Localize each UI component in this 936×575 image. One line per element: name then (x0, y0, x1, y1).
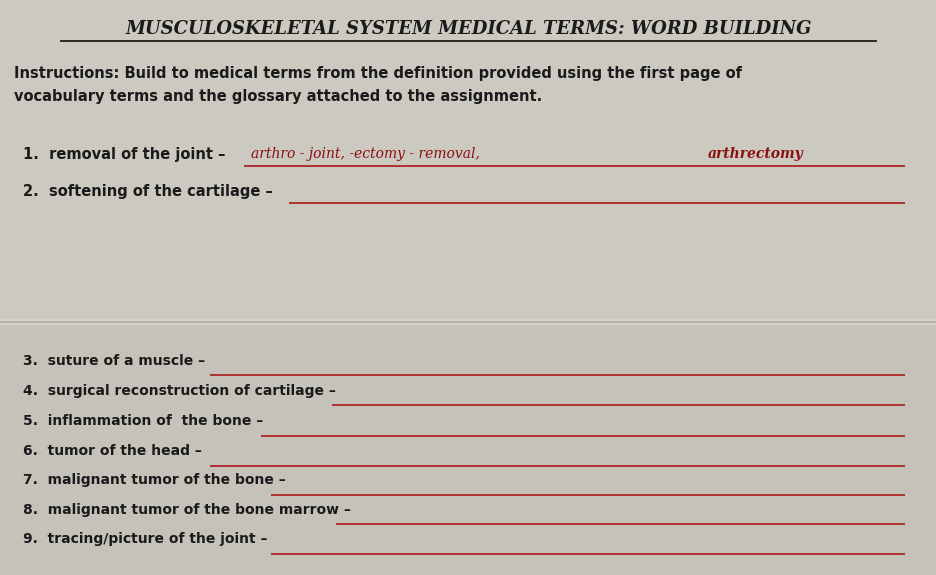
Bar (0, 325, 936, 575)
Text: vocabulary terms and the glossary attached to the assignment.: vocabulary terms and the glossary attach… (14, 89, 542, 104)
Text: 2.  softening of the cartilage –: 2. softening of the cartilage – (23, 184, 273, 199)
Text: arthro - joint, -ectomy - removal,: arthro - joint, -ectomy - removal, (251, 147, 479, 160)
Text: 4.  surgical reconstruction of cartilage –: 4. surgical reconstruction of cartilage … (23, 384, 336, 397)
Text: 6.  tumor of the head –: 6. tumor of the head – (23, 444, 202, 458)
Text: 7.  malignant tumor of the bone –: 7. malignant tumor of the bone – (23, 473, 285, 487)
Text: MUSCULOSKELETAL SYSTEM MEDICAL TERMS: WORD BUILDING: MUSCULOSKELETAL SYSTEM MEDICAL TERMS: WO… (125, 20, 811, 38)
Text: 8.  malignant tumor of the bone marrow –: 8. malignant tumor of the bone marrow – (23, 503, 351, 516)
Bar (0, 0, 936, 319)
Text: 3.  suture of a muscle –: 3. suture of a muscle – (23, 354, 205, 367)
Text: 9.  tracing/picture of the joint –: 9. tracing/picture of the joint – (23, 532, 268, 546)
Text: 5.  inflammation of  the bone –: 5. inflammation of the bone – (23, 414, 263, 428)
Text: Instructions: Build to medical terms from the definition provided using the firs: Instructions: Build to medical terms fro… (14, 66, 741, 81)
Text: 1.  removal of the joint –: 1. removal of the joint – (23, 147, 226, 162)
Text: arthrectomy: arthrectomy (707, 147, 802, 160)
